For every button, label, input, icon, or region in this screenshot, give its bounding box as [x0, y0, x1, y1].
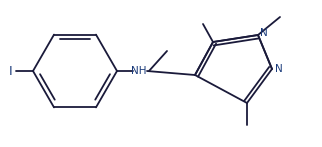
Text: NH: NH — [131, 66, 147, 76]
Text: I: I — [9, 65, 13, 77]
Text: N: N — [260, 28, 268, 38]
Text: N: N — [275, 64, 283, 74]
